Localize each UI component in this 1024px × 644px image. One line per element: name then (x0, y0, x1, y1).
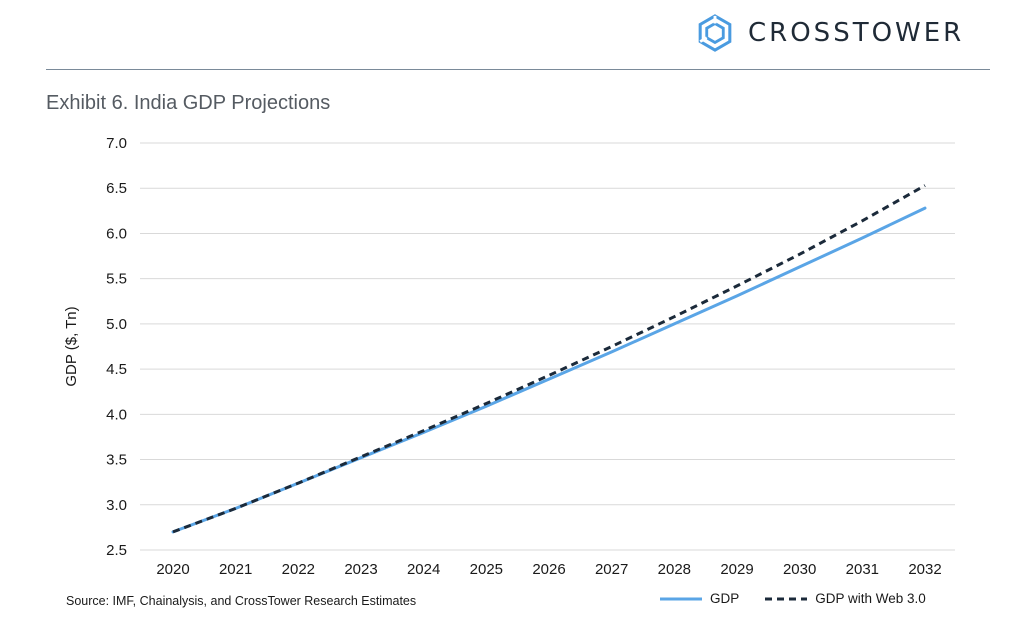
chart-series (171, 184, 927, 534)
hexagon-logo-icon (698, 14, 732, 52)
y-tick-label: 5.0 (106, 316, 127, 333)
x-tick-label: 2025 (470, 561, 503, 578)
y-tick-label: 3.5 (106, 452, 127, 469)
brand-name: CROSSTOWER (748, 18, 965, 48)
x-tick-label: 2027 (595, 561, 628, 578)
y-tick-label: 6.0 (106, 225, 127, 242)
y-tick-label: 6.5 (106, 180, 127, 197)
legend-item-gdp: GDP (660, 591, 739, 606)
x-tick-label: 2026 (532, 561, 565, 578)
y-axis-ticks: 2.5 3.0 3.5 4.0 4.5 5.0 5.5 6.0 6.5 7.0 (106, 135, 127, 559)
y-tick-label: 4.5 (106, 361, 127, 378)
x-axis-ticks: 2020 2021 2022 2023 2024 2025 2026 2027 2028 2029… (156, 561, 941, 578)
header-divider (46, 69, 990, 70)
chart-legend: GDP GDP with Web 3.0 (660, 591, 926, 606)
brand-header: CROSSTOWER (696, 14, 964, 52)
y-tick-label: 7.0 (106, 135, 127, 152)
y-tick-label: 2.5 (106, 542, 127, 559)
y-axis-label: GDP ($, Tn) (63, 306, 80, 386)
legend-label-gdp: GDP (710, 591, 740, 606)
x-tick-label: 2024 (407, 561, 440, 578)
x-tick-label: 2020 (156, 561, 189, 578)
legend-item-gdp-web3: GDP with Web 3.0 (765, 591, 926, 606)
x-tick-label: 2032 (908, 561, 941, 578)
x-tick-label: 2023 (344, 561, 377, 578)
legend-swatch-gdp-web3 (765, 597, 808, 600)
x-tick-label: 2028 (658, 561, 691, 578)
legend-swatch-gdp (660, 597, 702, 600)
x-tick-label: 2030 (783, 561, 816, 578)
source-note: Source: IMF, Chainalysis, and CrossTower… (66, 594, 417, 608)
x-tick-label: 2022 (282, 561, 315, 578)
chart-grid (140, 142, 955, 551)
x-tick-label: 2021 (219, 561, 252, 578)
legend-label-gdp-web3: GDP with Web 3.0 (815, 591, 926, 606)
series-line-gdp (171, 206, 927, 534)
gdp-line-chart: 2.53.03.54.04.55.05.56.06.57.0 2020 2021 2… (63, 135, 955, 578)
series-line-gdp-web3 (172, 184, 926, 534)
x-tick-label: 2029 (720, 561, 753, 578)
y-tick-label: 5.5 (106, 271, 127, 288)
x-tick-label: 2031 (846, 561, 879, 578)
y-tick-label: 3.0 (106, 497, 127, 514)
exhibit-title: Exhibit 6. India GDP Projections (46, 92, 331, 114)
y-tick-label: 4.0 (106, 406, 127, 423)
